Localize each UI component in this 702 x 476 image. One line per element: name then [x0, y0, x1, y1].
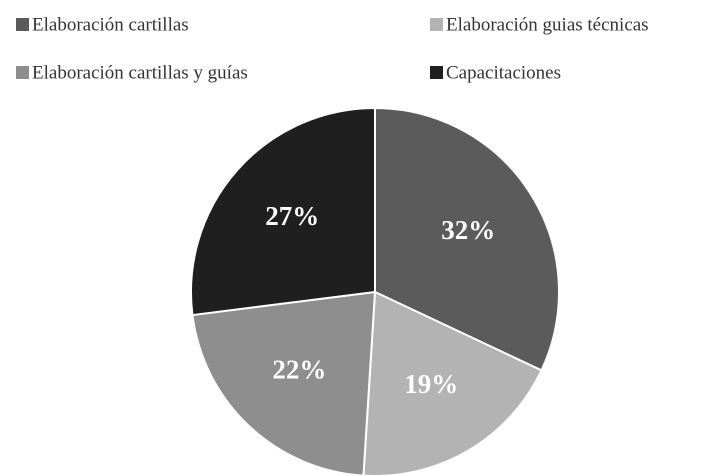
pie-slice: [191, 290, 377, 476]
legend-label: Elaboración cartillas y guías: [32, 62, 248, 83]
pie-slice: [374, 106, 560, 372]
legend-swatch: [430, 66, 443, 79]
data-label: 19%: [404, 369, 458, 399]
data-label: 32%: [441, 215, 495, 245]
legend-label: Elaboración cartillas: [32, 14, 189, 35]
legend-swatch: [16, 18, 29, 31]
data-label: 27%: [265, 201, 319, 231]
data-label: 22%: [272, 355, 326, 385]
legend-swatch: [16, 66, 29, 79]
pie-slice: [190, 106, 376, 317]
legend-label: Capacitaciones: [446, 62, 561, 83]
legend-swatch: [430, 18, 443, 31]
legend-label: Elaboración guias técnicas: [446, 14, 649, 35]
